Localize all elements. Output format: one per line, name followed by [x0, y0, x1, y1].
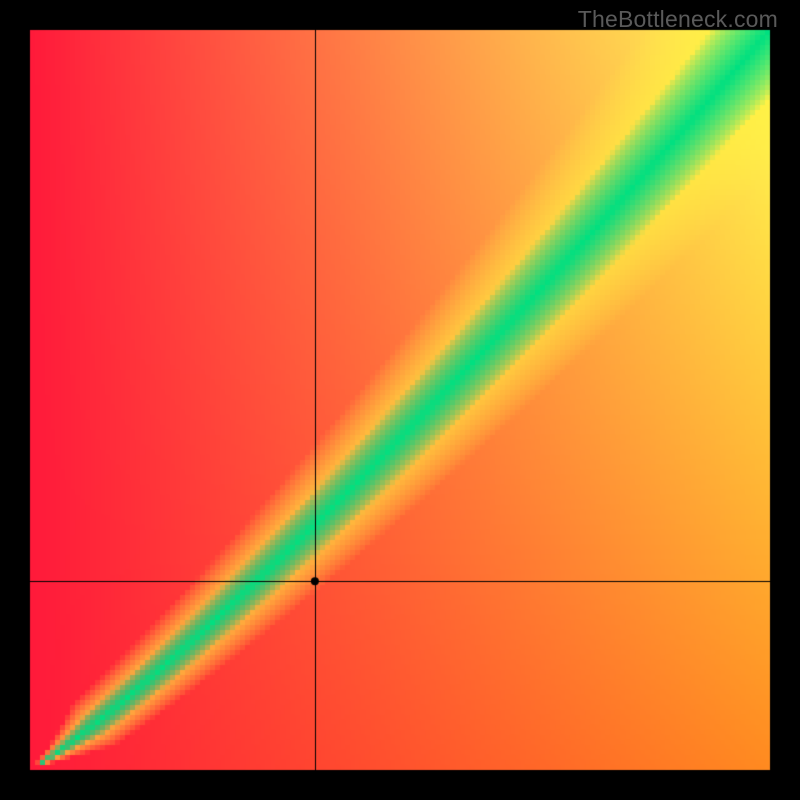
- bottleneck-heatmap: [0, 0, 800, 800]
- watermark-text: TheBottleneck.com: [578, 6, 778, 33]
